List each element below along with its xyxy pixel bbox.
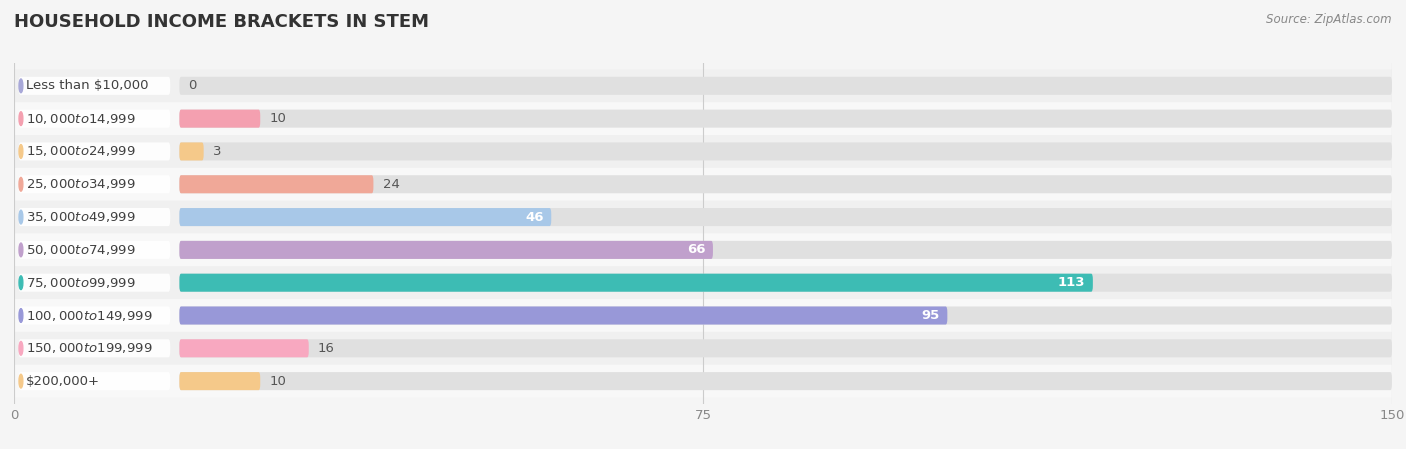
FancyBboxPatch shape bbox=[14, 70, 1392, 102]
Text: 10: 10 bbox=[270, 112, 287, 125]
FancyBboxPatch shape bbox=[14, 168, 1392, 201]
Circle shape bbox=[20, 112, 22, 126]
FancyBboxPatch shape bbox=[180, 175, 1392, 193]
FancyBboxPatch shape bbox=[14, 135, 1392, 168]
FancyBboxPatch shape bbox=[18, 241, 170, 259]
Text: 10: 10 bbox=[270, 374, 287, 387]
Text: $200,000+: $200,000+ bbox=[25, 374, 100, 387]
FancyBboxPatch shape bbox=[180, 372, 1392, 390]
Text: 24: 24 bbox=[382, 178, 399, 191]
FancyBboxPatch shape bbox=[180, 208, 1392, 226]
FancyBboxPatch shape bbox=[180, 208, 551, 226]
Text: $100,000 to $149,999: $100,000 to $149,999 bbox=[25, 308, 152, 322]
Text: $75,000 to $99,999: $75,000 to $99,999 bbox=[25, 276, 135, 290]
FancyBboxPatch shape bbox=[14, 365, 1392, 397]
Text: 0: 0 bbox=[188, 79, 197, 92]
Circle shape bbox=[20, 374, 22, 388]
FancyBboxPatch shape bbox=[18, 142, 170, 160]
FancyBboxPatch shape bbox=[18, 307, 170, 325]
Text: $10,000 to $14,999: $10,000 to $14,999 bbox=[25, 112, 135, 126]
Text: 113: 113 bbox=[1057, 276, 1085, 289]
Text: $15,000 to $24,999: $15,000 to $24,999 bbox=[25, 145, 135, 158]
FancyBboxPatch shape bbox=[180, 241, 1392, 259]
FancyBboxPatch shape bbox=[180, 110, 1392, 128]
FancyBboxPatch shape bbox=[180, 142, 204, 160]
Circle shape bbox=[20, 210, 22, 224]
FancyBboxPatch shape bbox=[14, 102, 1392, 135]
FancyBboxPatch shape bbox=[18, 274, 170, 292]
Circle shape bbox=[20, 177, 22, 191]
FancyBboxPatch shape bbox=[18, 110, 170, 128]
Circle shape bbox=[20, 276, 22, 290]
FancyBboxPatch shape bbox=[180, 77, 1392, 95]
FancyBboxPatch shape bbox=[18, 372, 170, 390]
FancyBboxPatch shape bbox=[180, 110, 260, 128]
FancyBboxPatch shape bbox=[180, 274, 1392, 292]
Text: Less than $10,000: Less than $10,000 bbox=[25, 79, 149, 92]
FancyBboxPatch shape bbox=[180, 339, 309, 357]
FancyBboxPatch shape bbox=[180, 307, 948, 325]
Text: 16: 16 bbox=[318, 342, 335, 355]
Text: 95: 95 bbox=[922, 309, 941, 322]
Circle shape bbox=[20, 341, 22, 355]
Text: 46: 46 bbox=[526, 211, 544, 224]
FancyBboxPatch shape bbox=[180, 241, 713, 259]
FancyBboxPatch shape bbox=[18, 77, 170, 95]
FancyBboxPatch shape bbox=[180, 274, 1092, 292]
FancyBboxPatch shape bbox=[180, 307, 1392, 325]
Circle shape bbox=[20, 79, 22, 92]
FancyBboxPatch shape bbox=[14, 233, 1392, 266]
Circle shape bbox=[20, 243, 22, 257]
Text: $50,000 to $74,999: $50,000 to $74,999 bbox=[25, 243, 135, 257]
Text: 3: 3 bbox=[212, 145, 221, 158]
FancyBboxPatch shape bbox=[180, 372, 260, 390]
Text: $25,000 to $34,999: $25,000 to $34,999 bbox=[25, 177, 135, 191]
Text: $150,000 to $199,999: $150,000 to $199,999 bbox=[25, 341, 152, 355]
FancyBboxPatch shape bbox=[180, 175, 374, 193]
FancyBboxPatch shape bbox=[14, 266, 1392, 299]
FancyBboxPatch shape bbox=[18, 339, 170, 357]
Text: Source: ZipAtlas.com: Source: ZipAtlas.com bbox=[1267, 13, 1392, 26]
Text: 66: 66 bbox=[688, 243, 706, 256]
FancyBboxPatch shape bbox=[180, 339, 1392, 357]
FancyBboxPatch shape bbox=[14, 332, 1392, 365]
Circle shape bbox=[20, 145, 22, 158]
FancyBboxPatch shape bbox=[14, 299, 1392, 332]
Circle shape bbox=[20, 308, 22, 322]
FancyBboxPatch shape bbox=[180, 142, 1392, 160]
Text: HOUSEHOLD INCOME BRACKETS IN STEM: HOUSEHOLD INCOME BRACKETS IN STEM bbox=[14, 13, 429, 31]
FancyBboxPatch shape bbox=[18, 175, 170, 193]
Text: $35,000 to $49,999: $35,000 to $49,999 bbox=[25, 210, 135, 224]
FancyBboxPatch shape bbox=[14, 201, 1392, 233]
FancyBboxPatch shape bbox=[18, 208, 170, 226]
